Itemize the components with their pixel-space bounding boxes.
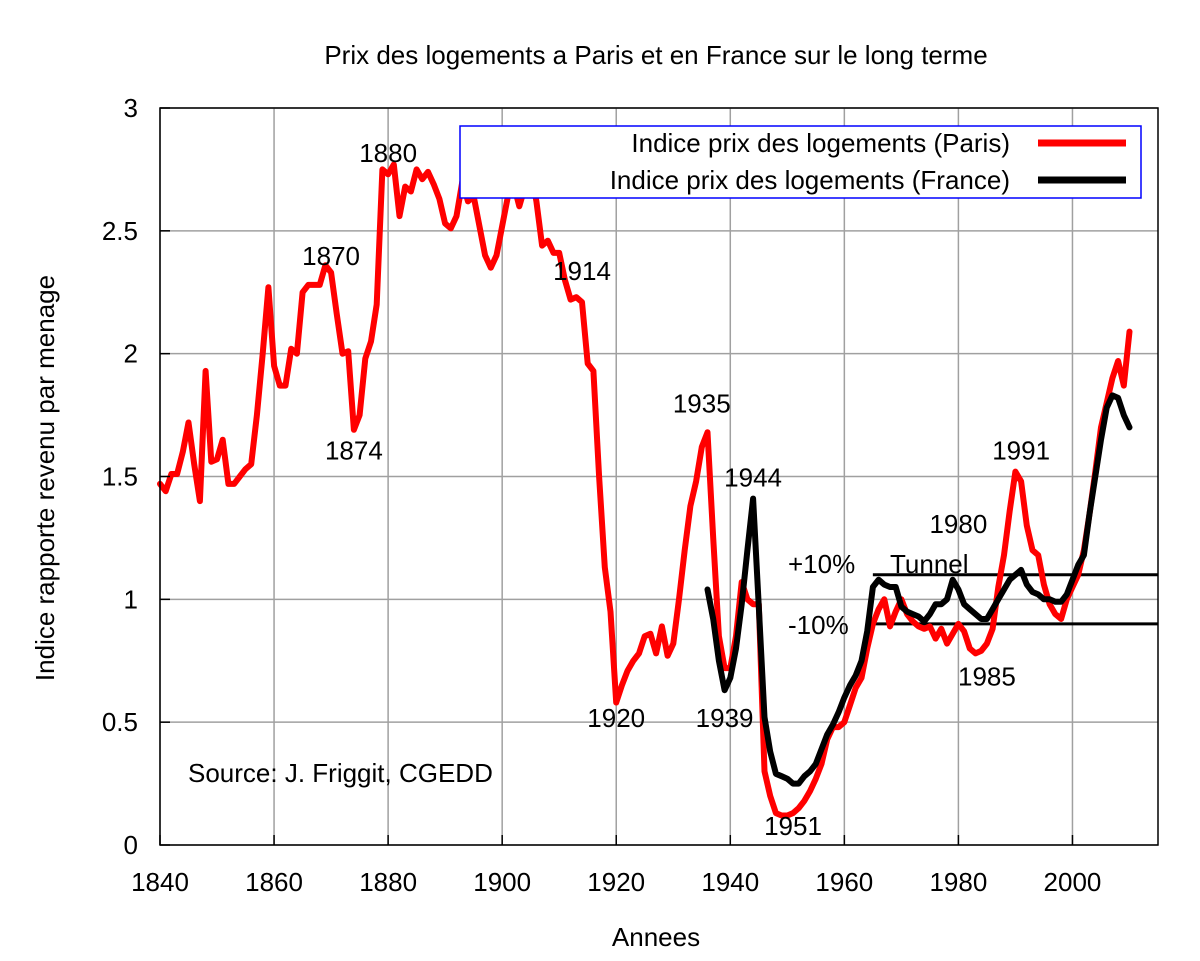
year-annotation: 1991 (992, 435, 1050, 465)
y-tick-label: 2 (124, 339, 138, 369)
x-tick-label: 1960 (815, 867, 873, 897)
y-axis-label: Indice rapporte revenu par menage (30, 275, 60, 681)
legend: Indice prix des logements (Paris) Indice… (459, 125, 1142, 199)
tunnel-upper-label: +10% (788, 549, 855, 579)
legend-label-france: Indice prix des logements (France) (610, 165, 1010, 195)
year-annotation: 1944 (724, 462, 782, 492)
year-annotation: 1914 (553, 256, 611, 286)
y-tick-label: 2.5 (102, 216, 138, 246)
x-tick-label: 1940 (701, 867, 759, 897)
year-annotation: 1880 (359, 138, 417, 168)
source-text: Source: J. Friggit, CGEDD (188, 758, 493, 788)
tunnel-lower-label: -10% (788, 610, 849, 640)
series-lines (157, 161, 1133, 819)
x-tick-label: 1920 (587, 867, 645, 897)
series-line-france (704, 392, 1133, 787)
x-tick-label: 1880 (359, 867, 417, 897)
x-tick-label: 1840 (131, 867, 189, 897)
y-tick-label: 0 (124, 830, 138, 860)
chart-title: Prix des logements a Paris et en France … (324, 40, 987, 70)
x-tick-label: 1860 (245, 867, 303, 897)
year-annotation: 1980 (929, 509, 987, 539)
legend-box (459, 125, 1142, 199)
y-tick-label: 0.5 (102, 707, 138, 737)
y-tick-label: 3 (124, 93, 138, 123)
x-tick-label: 2000 (1044, 867, 1102, 897)
series-line-paris (157, 161, 1133, 819)
grid (159, 107, 1158, 846)
year-annotation: 1985 (958, 661, 1016, 691)
year-annotation: 1939 (696, 703, 754, 733)
year-annotation: 1935 (673, 389, 731, 419)
x-tick-label: 1900 (473, 867, 531, 897)
year-annotation: 1874 (325, 435, 383, 465)
axis-ticks: 1840 1860 1880 1900 1920 1940 1960 1980 2000 0 0.5… (102, 93, 1102, 897)
year-annotation: 1951 (764, 811, 822, 841)
legend-label-paris: Indice prix des logements (Paris) (631, 128, 1010, 158)
y-tick-label: 1.5 (102, 462, 138, 492)
x-tick-label: 1980 (929, 867, 987, 897)
year-annotation: 1870 (302, 241, 360, 271)
annotations: 1880 1870 1874 1914 1920 1935 1944 1939 1951 1980… (302, 138, 1050, 841)
y-tick-label: 1 (124, 584, 138, 614)
x-axis-label: Annees (612, 922, 700, 952)
tunnel-label: Tunnel (890, 549, 969, 579)
year-annotation: 1920 (587, 703, 645, 733)
